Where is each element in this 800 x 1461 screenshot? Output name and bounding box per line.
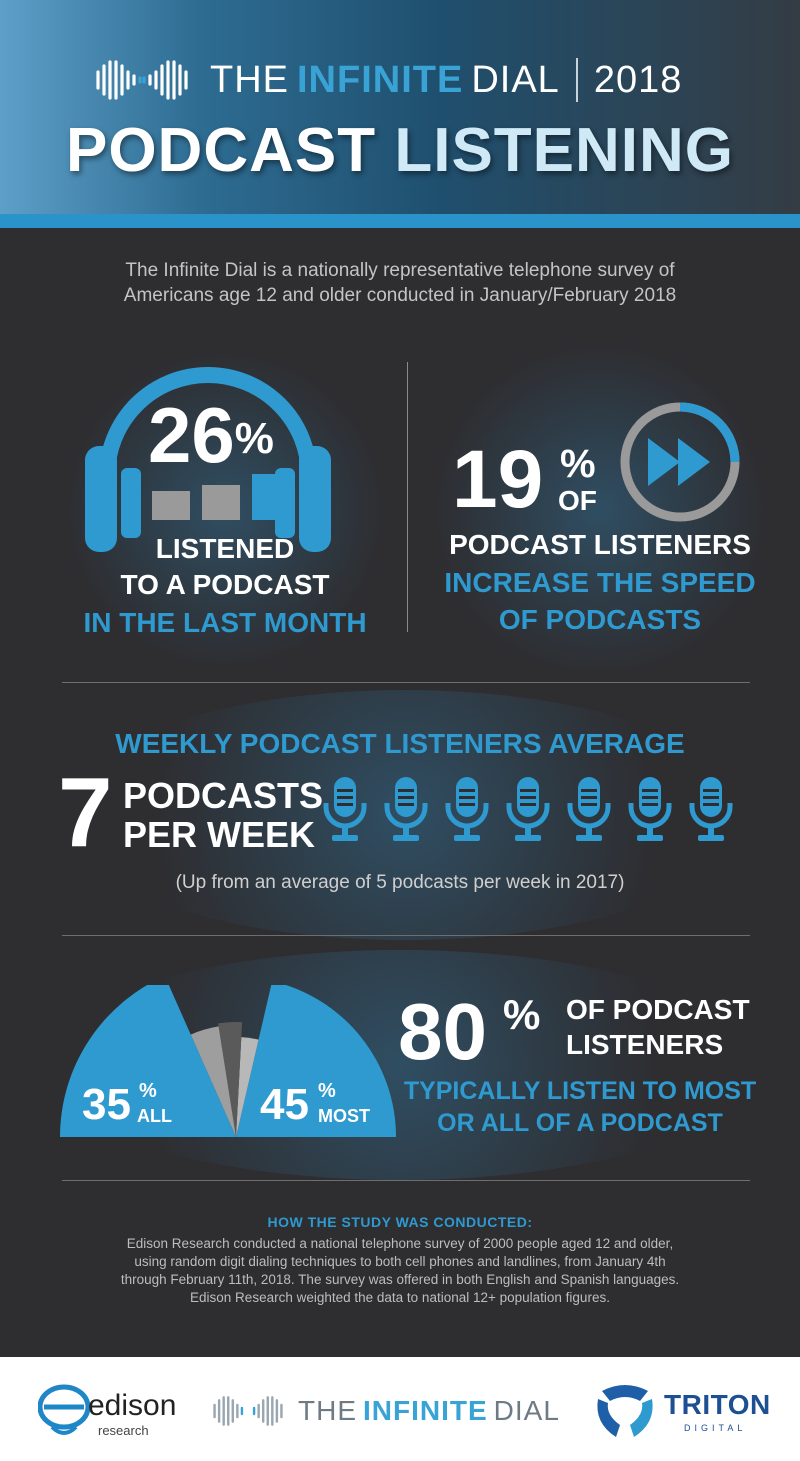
- title-podcast: PODCAST: [65, 116, 377, 185]
- slice-all-value: 35: [82, 1080, 131, 1129]
- header-banner: [0, 0, 800, 228]
- microphone-icons: [322, 775, 752, 845]
- stat-monthly-line-3: IN THE LAST MONTH: [83, 607, 367, 638]
- method-line-1: Edison Research conducted a national tel…: [126, 1236, 674, 1251]
- footer-dial-icon: [213, 1396, 283, 1426]
- intro-text: The Infinite Dial is a nationally repres…: [0, 258, 800, 308]
- brand-infinite: INFINITE: [297, 58, 464, 101]
- level-bars-icon: [152, 474, 290, 520]
- brand-dial: DIAL: [471, 58, 560, 101]
- method-line-4: Edison Research weighted the data to nat…: [190, 1290, 610, 1305]
- fast-forward-icon: [620, 402, 740, 522]
- footer-logos: edison research THE INFINITE DIAL: [0, 1357, 800, 1461]
- stat-speed-line-2: INCREASE THE SPEED: [444, 567, 756, 598]
- fan-slice-gray-2: [218, 1022, 243, 1137]
- section-divider-3: [62, 1180, 750, 1181]
- headphones-icon: [85, 367, 331, 552]
- weekly-number: 7: [58, 757, 113, 867]
- listen-fan-chart: [60, 985, 396, 1137]
- microphone-icon: [384, 777, 428, 841]
- stat-monthly-value: 26%: [148, 394, 274, 476]
- stat-speed-pct: %: [560, 442, 596, 486]
- method-line-3: through February 11th, 2018. The survey …: [120, 1272, 680, 1287]
- weekly-line-2: PER WEEK: [123, 814, 316, 855]
- slice-most-value: 45: [260, 1080, 309, 1129]
- stats-divider: [407, 362, 408, 632]
- stat-speed-line-3: OF PODCASTS: [498, 604, 702, 635]
- stat-speed-line-1: PODCAST LISTENERS: [449, 529, 751, 560]
- microphone-icon: [506, 777, 550, 841]
- weekly-heading: WEEKLY PODCAST LISTENERS AVERAGE: [115, 728, 685, 759]
- brand-lockup: THE INFINITE DIAL 2018: [92, 50, 682, 110]
- page-title: PODCAST LISTENING: [0, 115, 800, 186]
- triton-name: TRITON: [664, 1389, 771, 1420]
- stat-monthly-number: 26: [148, 391, 235, 479]
- edison-sub: research: [98, 1423, 149, 1438]
- header-accent-stripe: [0, 214, 800, 228]
- microphone-icon: [689, 777, 733, 841]
- microphone-icon: [323, 777, 367, 841]
- brand-the: THE: [210, 58, 289, 101]
- edison-research-logo: edison research: [38, 1379, 188, 1441]
- fan-slice-gray-1: [236, 1037, 259, 1137]
- weekly-note: (Up from an average of 5 podcasts per we…: [175, 872, 625, 893]
- slice-all-label: ALL: [137, 1106, 172, 1126]
- stat-monthly-line-2: TO A PODCAST: [120, 569, 330, 600]
- stat-monthly-line-1: LISTENED: [155, 533, 295, 564]
- glow-right: [420, 345, 780, 675]
- listen-right-1: OF PODCAST: [566, 994, 750, 1025]
- triton-swirl-icon: [597, 1385, 653, 1437]
- method-body: Edison Research conducted a national tel…: [40, 1235, 760, 1307]
- brand-divider: [575, 58, 578, 102]
- microphone-icon: [628, 777, 672, 841]
- microphone-icon: [445, 777, 489, 841]
- listen-pct: %: [503, 991, 541, 1038]
- edison-name: edison: [88, 1389, 177, 1422]
- footer-dial-infinite: INFINITE: [363, 1395, 488, 1426]
- microphone-icon: [567, 777, 611, 841]
- fan-slice-all: [60, 985, 236, 1137]
- fan-slice-most: [236, 985, 396, 1137]
- intro-line-1: The Infinite Dial is a nationally repres…: [125, 260, 675, 281]
- slice-all-pct: %: [139, 1080, 157, 1102]
- infinite-dial-logo-icon: [96, 60, 188, 100]
- footer-infinite-dial-logo: THE INFINITE DIAL: [210, 1393, 560, 1429]
- stat-speed-number: 19: [452, 434, 544, 525]
- triton-digital-logo: TRITON DIGITAL: [592, 1375, 772, 1445]
- listen-blue-2: OR ALL OF A PODCAST: [437, 1109, 723, 1137]
- brand-year: 2018: [593, 58, 683, 101]
- slice-most-label: MOST: [318, 1106, 370, 1126]
- weekly-line-1: PODCASTS: [123, 775, 324, 816]
- footer-dial-the: THE: [298, 1395, 357, 1426]
- listen-right-2: LISTENERS: [566, 1029, 724, 1060]
- slice-most-pct: %: [318, 1080, 336, 1102]
- section-divider-1: [62, 682, 750, 683]
- listen-value: 80: [398, 987, 487, 1076]
- triton-sub: DIGITAL: [684, 1423, 747, 1433]
- section-divider-2: [62, 935, 750, 936]
- intro-line-2: Americans age 12 and older conducted in …: [123, 285, 677, 306]
- edison-bulb-icon: [38, 1384, 90, 1435]
- listen-blue-1: TYPICALLY LISTEN TO MOST: [403, 1077, 757, 1105]
- footer-dial-dial: DIAL: [493, 1395, 560, 1426]
- fan-slice-gray-3: [190, 1026, 236, 1137]
- title-listening: LISTENING: [394, 116, 735, 185]
- method-heading: HOW THE STUDY WAS CONDUCTED:: [267, 1214, 533, 1230]
- stat-monthly-pct: %: [234, 414, 274, 463]
- stat-speed-of: OF: [558, 485, 597, 516]
- method-line-2: using random digit dialing techniques to…: [134, 1254, 666, 1269]
